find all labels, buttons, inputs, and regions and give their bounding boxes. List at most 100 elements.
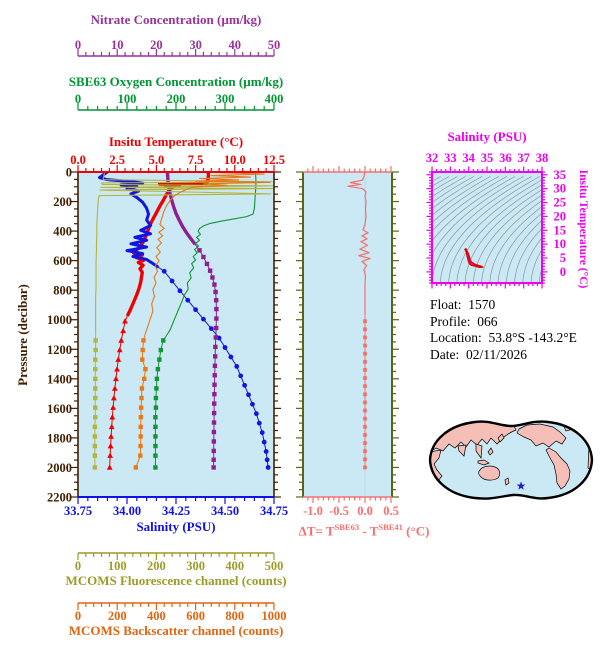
float-id-label: Float: (430, 297, 462, 312)
delta-t-axis-title: ΔT= TSBE63 - TSBE41 (°C) (281, 522, 447, 539)
svg-text:33.75: 33.75 (64, 504, 92, 518)
svg-text:1400: 1400 (47, 372, 72, 386)
svg-text:33: 33 (444, 151, 457, 165)
svg-text:37: 37 (517, 151, 530, 165)
svg-text:32: 32 (426, 151, 439, 165)
svg-text:30: 30 (554, 182, 567, 196)
svg-text:0.0: 0.0 (357, 504, 373, 518)
profile-number-label: Profile: (430, 313, 471, 329)
delta-temperature-series (347, 171, 371, 470)
date-value: 02/11/2026 (466, 346, 528, 362)
svg-text:0: 0 (75, 92, 81, 106)
svg-text:200: 200 (147, 559, 166, 573)
float-location-star (516, 481, 526, 490)
svg-text:0: 0 (560, 265, 566, 279)
profile-number-value: 066 (477, 313, 498, 329)
float-info-block: Float: 1570 Profile: 066 Location: 53.8°… (430, 297, 577, 363)
svg-text:400: 400 (265, 92, 284, 106)
svg-text:10: 10 (554, 237, 567, 251)
svg-text:34.50: 34.50 (211, 504, 239, 518)
svg-text:400: 400 (225, 559, 244, 573)
backscatter-axis-title: MCOMS Backscatter channel (counts) (68, 623, 284, 638)
profile-panel: 0 200 400 600 800 1000 1200 1400 1600 1800 2000 220… (47, 153, 288, 518)
date-row: Date: 02/11/2026 (430, 347, 577, 364)
svg-text:35: 35 (481, 151, 494, 165)
backscatter-scale-bar: 0 200 400 600 800 1000 (75, 602, 287, 623)
svg-text:10: 10 (111, 38, 124, 52)
svg-text:20: 20 (554, 209, 567, 223)
oxygen-axis-title: SBE63 Oxygen Concentration (µm/kg) (68, 74, 284, 89)
svg-text:7.5: 7.5 (188, 153, 204, 167)
svg-text:400: 400 (53, 225, 72, 239)
svg-text:15: 15 (554, 223, 567, 237)
float-id-value: 1570 (468, 297, 496, 312)
svg-text:1800: 1800 (47, 431, 72, 445)
svg-text:200: 200 (108, 609, 127, 623)
svg-text:200: 200 (167, 92, 186, 106)
ts-salinity-axis-title: Salinity (PSU) (447, 129, 527, 144)
svg-text:100: 100 (118, 92, 137, 106)
svg-text:40: 40 (229, 38, 242, 52)
svg-text:34.25: 34.25 (162, 504, 190, 518)
svg-text:20: 20 (150, 38, 163, 52)
svg-text:34: 34 (462, 151, 475, 165)
location-value: 53.8°S -143.2°E (488, 330, 577, 345)
svg-text:50: 50 (268, 38, 281, 52)
svg-text:600: 600 (53, 254, 72, 268)
svg-text:25: 25 (554, 196, 567, 210)
svg-text:38: 38 (536, 151, 549, 165)
float-id-row: Float: 1570 (430, 297, 577, 314)
svg-text:1200: 1200 (47, 343, 72, 357)
svg-text:200: 200 (53, 195, 72, 209)
continents (430, 421, 592, 490)
svg-text:0: 0 (75, 38, 81, 52)
ts-profile-blob (464, 247, 484, 269)
svg-text:300: 300 (186, 559, 205, 573)
svg-text:2200: 2200 (47, 491, 72, 505)
dt-title-sup1: SBE63 (334, 522, 360, 532)
svg-text:300: 300 (216, 92, 235, 106)
dt-title-post: (°C) (402, 523, 430, 539)
svg-text:36: 36 (499, 151, 512, 165)
oxygen-series (153, 171, 257, 470)
svg-text:-0.5: -0.5 (329, 504, 349, 518)
fluorescence-scale-bar: 0 100 200 300 400 500 (75, 552, 283, 573)
svg-text:400: 400 (147, 609, 166, 623)
svg-text:0: 0 (66, 166, 72, 180)
nitrate-scale-bar: 0 10 20 30 40 50 (75, 38, 281, 57)
svg-text:2000: 2000 (47, 461, 72, 475)
salinity-axis-title: Salinity (PSU) (136, 519, 216, 534)
location-row: Location: 53.8°S -143.2°E (430, 330, 577, 347)
fluorescence-series (92, 171, 275, 470)
nitrate-axis-title: Nitrate Concentration (µm/kg) (90, 12, 262, 27)
svg-text:1600: 1600 (47, 402, 72, 416)
world-map (428, 420, 594, 500)
delta-t-panel: -1.0 -0.5 0.0 0.5 (296, 166, 399, 518)
dt-title-pre: ΔT= T (298, 523, 335, 539)
svg-text:100: 100 (108, 559, 127, 573)
svg-text:1000: 1000 (47, 313, 72, 327)
dt-title-mid: - T (359, 523, 379, 539)
svg-text:35: 35 (554, 168, 567, 182)
svg-text:34.75: 34.75 (260, 504, 288, 518)
profile-number-row: Profile: 066 (430, 314, 577, 331)
date-label: Date: (430, 346, 460, 362)
svg-text:0.5: 0.5 (383, 504, 399, 518)
svg-text:1000: 1000 (262, 609, 287, 623)
svg-text:5: 5 (560, 251, 566, 265)
oxygen-scale-bar: 0 100 200 300 400 (75, 92, 284, 111)
pressure-axis-title: Pressure (decibar) (15, 284, 30, 386)
backscatter-series (133, 172, 271, 470)
svg-text:34.00: 34.00 (113, 504, 141, 518)
svg-text:30: 30 (189, 38, 202, 52)
svg-text:5.0: 5.0 (149, 153, 165, 167)
svg-text:0.0: 0.0 (70, 153, 86, 167)
location-label: Location: (430, 330, 482, 345)
svg-text:10.0: 10.0 (224, 153, 246, 167)
svg-text:600: 600 (186, 609, 205, 623)
dt-title-sup2: SBE41 (378, 522, 403, 532)
svg-text:800: 800 (53, 284, 72, 298)
